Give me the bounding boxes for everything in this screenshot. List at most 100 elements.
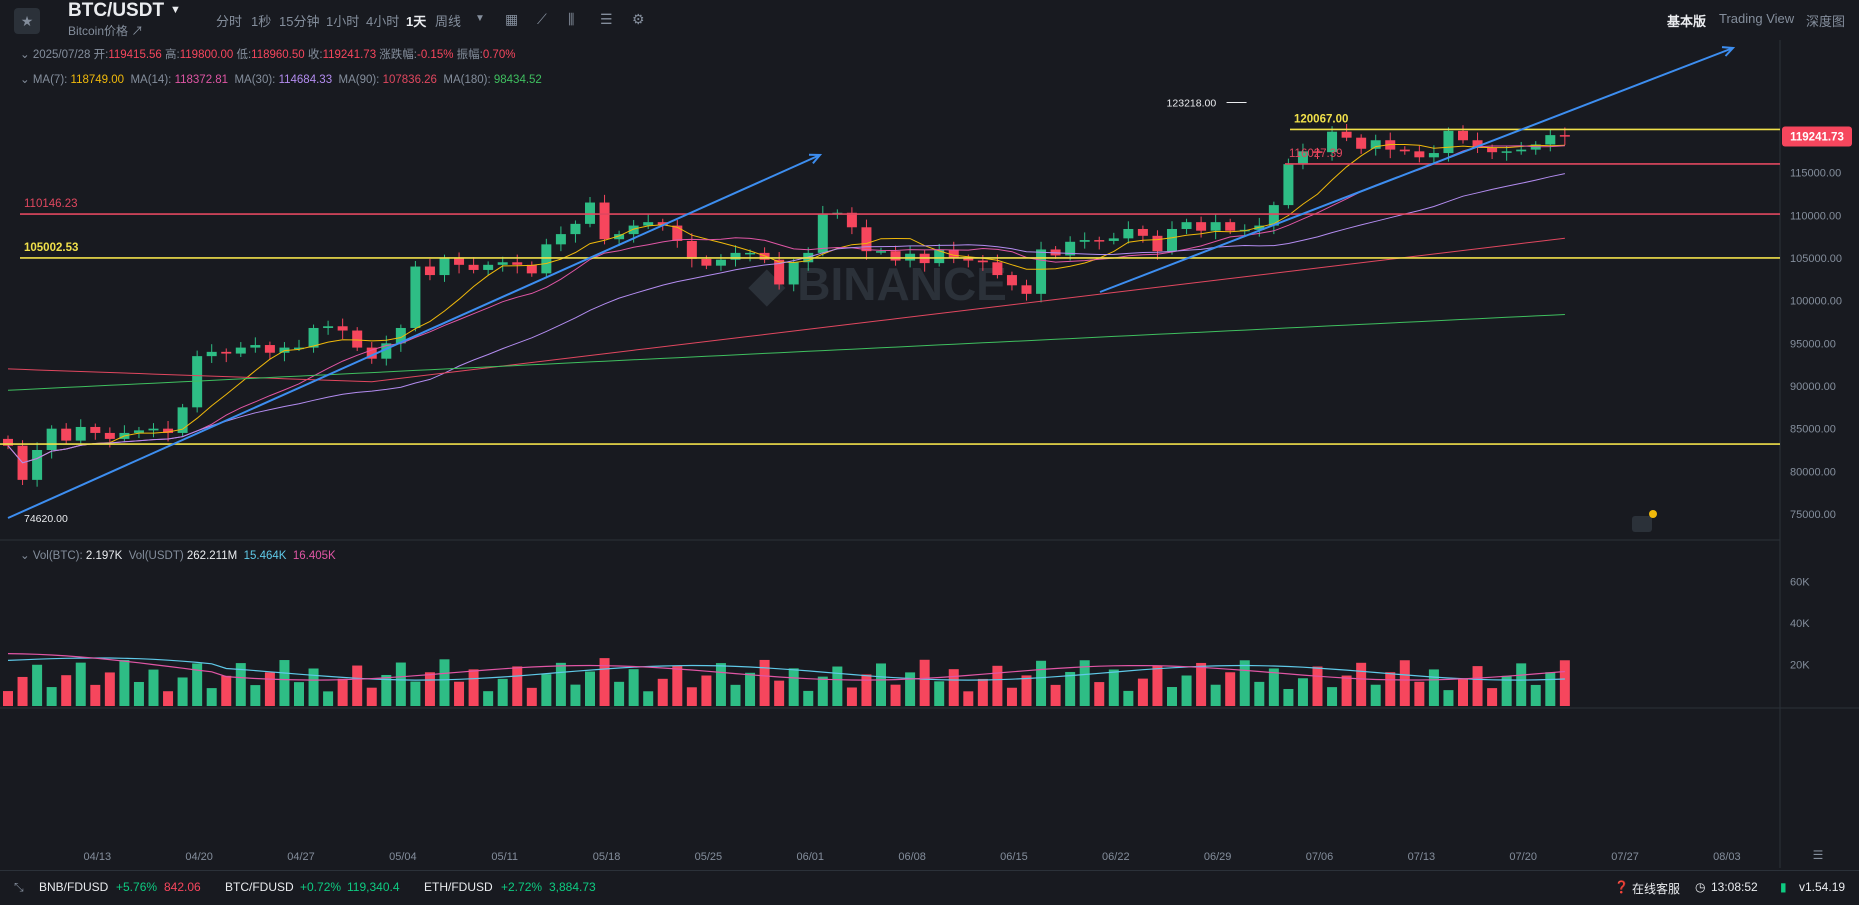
volume-bar bbox=[977, 678, 988, 706]
favorite-star-icon[interactable]: ★ bbox=[14, 8, 40, 34]
volume-bar bbox=[541, 674, 552, 706]
ticker-bnb-name[interactable]: BNB/FDUSD bbox=[39, 880, 109, 894]
tf-1d[interactable]: 1天 bbox=[406, 14, 427, 29]
candle-body bbox=[730, 252, 741, 260]
tf-week[interactable]: 周线 bbox=[435, 14, 462, 29]
collapse-chevron-icon[interactable]: ⌄ bbox=[20, 550, 30, 562]
volume-bar bbox=[352, 665, 363, 706]
candle-body bbox=[541, 244, 552, 274]
ma180-line bbox=[7, 314, 1565, 391]
ohlc-amp-label: 振幅: bbox=[456, 49, 483, 61]
tf-4h[interactable]: 4小时 bbox=[366, 14, 400, 29]
candle-body bbox=[250, 345, 261, 348]
symbol-subtitle-link[interactable]: Bitcoin价格 ↗ bbox=[68, 24, 144, 38]
candle-body bbox=[410, 266, 421, 328]
symbol-title[interactable]: BTC/USDT bbox=[68, 0, 165, 21]
candles-icon[interactable]: ⫼ bbox=[568, 11, 575, 27]
volume-bar bbox=[657, 678, 668, 706]
collapse-chevron-icon[interactable]: ⌄ bbox=[20, 49, 30, 61]
order-book-widget-icon[interactable] bbox=[1632, 516, 1652, 532]
draw-line-icon[interactable]: ⟋ bbox=[537, 11, 547, 27]
timezone-icon[interactable]: ☰ bbox=[1813, 848, 1824, 862]
candle-body bbox=[206, 351, 217, 357]
candle-body bbox=[352, 330, 363, 348]
time-tick-label: 07/20 bbox=[1509, 851, 1537, 863]
volume-bar bbox=[294, 682, 304, 706]
candle-body bbox=[1399, 149, 1410, 152]
candle-body bbox=[890, 251, 901, 261]
time-tick-label: 06/01 bbox=[796, 851, 824, 863]
volume-bar bbox=[555, 662, 566, 706]
candle-body bbox=[846, 212, 857, 228]
time-tick-label: 05/25 bbox=[695, 851, 723, 863]
volume-bar bbox=[104, 672, 115, 706]
chart-canvas[interactable]: ◆ BINANCE75000.0080000.0085000.0090000.0… bbox=[0, 40, 1859, 868]
candle-body bbox=[1356, 137, 1367, 149]
candle-body bbox=[1123, 228, 1134, 239]
volume-bar bbox=[483, 691, 494, 706]
ma14-value: 118372.81 bbox=[174, 74, 229, 86]
candle-body bbox=[235, 347, 246, 354]
calendar-icon[interactable]: ▦ bbox=[505, 11, 519, 27]
tab-depth[interactable]: 深度图 bbox=[1806, 14, 1846, 29]
tf-1h[interactable]: 1小时 bbox=[326, 14, 360, 29]
collapse-chevron-icon[interactable]: ⌄ bbox=[20, 74, 30, 86]
settings-gear-icon[interactable]: ⚙ bbox=[632, 11, 645, 27]
volume-bar bbox=[570, 684, 581, 706]
more-timeframes-icon[interactable]: ▼ bbox=[475, 13, 485, 24]
candle-body bbox=[1181, 222, 1192, 229]
tab-basic[interactable]: 基本版 bbox=[1667, 14, 1707, 29]
volume-bar bbox=[512, 666, 523, 706]
candle-body bbox=[337, 326, 348, 331]
candle-body bbox=[817, 213, 828, 253]
candle-body bbox=[294, 347, 304, 350]
tab-tradingview[interactable]: Trading View bbox=[1719, 11, 1795, 26]
footer-time: 13:08:52 bbox=[1711, 880, 1758, 894]
volume-bar bbox=[32, 664, 43, 706]
vol-ma1-value: 15.464K bbox=[243, 550, 287, 562]
candle-body bbox=[381, 343, 392, 359]
volume-bar bbox=[1545, 672, 1556, 706]
candle-body bbox=[177, 407, 188, 433]
volume-bar bbox=[410, 681, 421, 706]
indicators-icon[interactable]: ☰ bbox=[600, 11, 613, 27]
support-headset-icon[interactable]: ❓ bbox=[1614, 880, 1629, 894]
tf-1s[interactable]: 1秒 bbox=[251, 14, 272, 29]
ohlc-high-label: 高: bbox=[165, 49, 180, 61]
trendline-2[interactable] bbox=[1099, 47, 1734, 293]
candle-body bbox=[104, 432, 115, 439]
online-support-link[interactable]: 在线客服 bbox=[1632, 882, 1681, 896]
symbol-dropdown-icon[interactable]: ▼ bbox=[170, 4, 181, 16]
candle-body bbox=[133, 430, 144, 433]
kline-chart[interactable]: ◆ BINANCE 75000.00 80000.00 85000.00 90000.0… bbox=[0, 40, 1859, 868]
ohlc-date: 2025/07/28 bbox=[32, 49, 91, 61]
volume-bar bbox=[221, 675, 232, 706]
tf-15m[interactable]: 15分钟 bbox=[279, 14, 320, 29]
volume-bar bbox=[3, 691, 13, 706]
candle-body bbox=[643, 222, 654, 226]
volume-bar bbox=[163, 691, 174, 706]
candle-body bbox=[876, 251, 886, 253]
volume-bar bbox=[1283, 688, 1294, 706]
ticker-btc-name[interactable]: BTC/FDUSD bbox=[225, 880, 294, 894]
ma7-value: 118749.00 bbox=[70, 74, 125, 86]
candle-body bbox=[701, 258, 712, 266]
notification-dot bbox=[1649, 510, 1657, 518]
ma30-line bbox=[7, 173, 1566, 464]
volume-bar bbox=[715, 663, 726, 706]
ticker-toggle-icon[interactable]: ⤡ bbox=[14, 880, 24, 894]
trendline-1-arrowhead bbox=[808, 153, 823, 165]
candle-body bbox=[861, 227, 872, 252]
ticker-eth-name[interactable]: ETH/FDUSD bbox=[424, 880, 493, 894]
tf-time-sharing[interactable]: 分时 bbox=[216, 14, 243, 29]
candle-body bbox=[992, 262, 1003, 276]
candle-body bbox=[686, 240, 697, 259]
candle-body bbox=[977, 260, 988, 263]
volume-bar bbox=[788, 668, 799, 706]
volume-bar bbox=[1356, 662, 1367, 706]
trendline-1[interactable] bbox=[7, 154, 821, 519]
ticker-bnb-change: +5.76% bbox=[116, 880, 158, 894]
candle-body bbox=[90, 426, 101, 433]
volume-bar bbox=[526, 687, 537, 706]
volume-bar bbox=[1079, 660, 1090, 706]
